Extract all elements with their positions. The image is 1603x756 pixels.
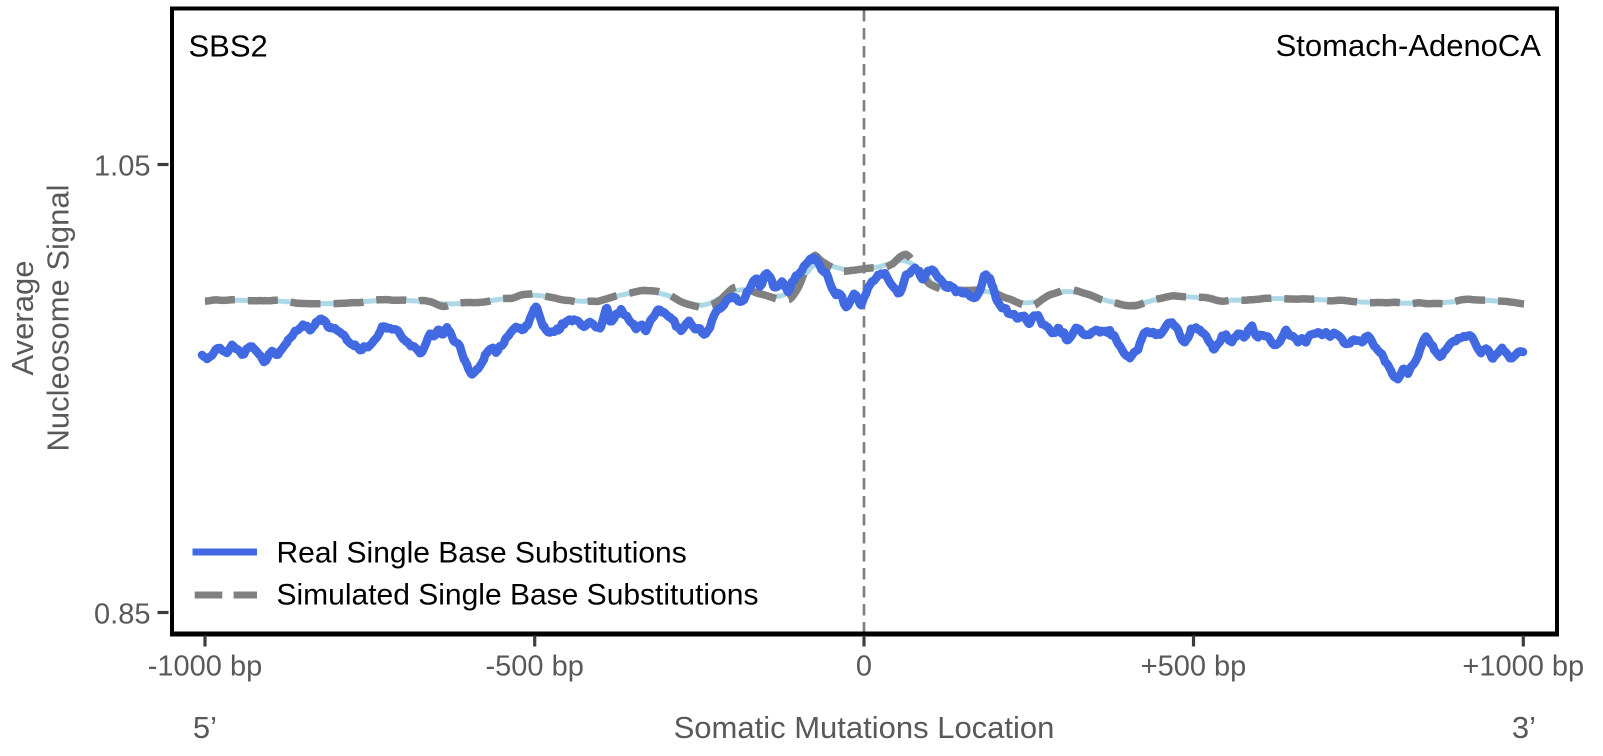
svg-text:Somatic Mutations Location: Somatic Mutations Location (674, 710, 1055, 745)
svg-text:0.85: 0.85 (94, 599, 150, 631)
svg-text:Average: Average (5, 261, 40, 376)
svg-text:+500 bp: +500 bp (1141, 651, 1247, 683)
svg-text:0: 0 (856, 651, 872, 683)
svg-text:Stomach-AdenoCA: Stomach-AdenoCA (1276, 28, 1542, 63)
svg-text:-1000 bp: -1000 bp (148, 651, 263, 683)
svg-text:SBS2: SBS2 (189, 29, 268, 64)
svg-text:-500 bp: -500 bp (486, 651, 584, 683)
svg-text:3’: 3’ (1512, 710, 1536, 745)
svg-text:Simulated Single Base Substitu: Simulated Single Base Substitutions (277, 579, 759, 612)
svg-text:+1000 bp: +1000 bp (1462, 651, 1584, 683)
svg-text:5’: 5’ (193, 710, 217, 745)
svg-text:Real Single Base Substitutions: Real Single Base Substitutions (277, 536, 687, 569)
svg-text:Nucleosome Signal: Nucleosome Signal (41, 184, 76, 451)
svg-text:1.05: 1.05 (94, 151, 150, 183)
